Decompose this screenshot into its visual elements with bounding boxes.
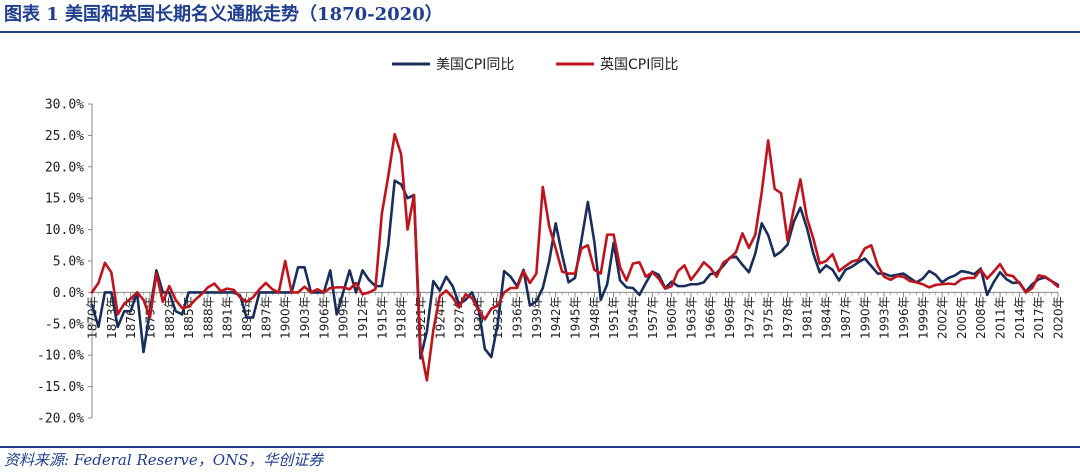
- x-tick-label: 1939年: [530, 296, 544, 339]
- x-tick-label: 1909年: [337, 296, 351, 339]
- x-tick-label: 1969年: [723, 296, 737, 339]
- x-tick-label: 1912年: [356, 296, 370, 339]
- x-tick-label: 1945年: [569, 296, 583, 339]
- y-tick-label: 25.0%: [45, 129, 84, 144]
- title-rule: [0, 31, 1080, 33]
- x-tick-label: 1981年: [800, 296, 814, 339]
- y-tick-label: -20.0%: [37, 412, 84, 427]
- x-tick-label: 1906年: [317, 296, 331, 339]
- y-tick-label: -10.0%: [37, 349, 84, 364]
- x-tick-label: 1936年: [511, 296, 525, 339]
- x-tick-label: 1963年: [684, 296, 698, 339]
- x-tick-label: 1915年: [375, 296, 389, 339]
- x-tick-label: 1948年: [588, 296, 602, 339]
- axes: 30.0% 25.0% 20.0% 15.0% 10.0% 5.0% 0.0% -5.0% -1…: [37, 98, 1065, 427]
- y-tick-label: 10.0%: [45, 223, 84, 238]
- y-tick-label: 5.0%: [53, 255, 84, 270]
- x-tick-label: 1978年: [781, 296, 795, 339]
- y-tick-label: 0.0%: [53, 286, 84, 301]
- bottom-rule: [0, 446, 1080, 448]
- x-tick-label: 1891年: [221, 296, 235, 339]
- x-tick-label: 1960年: [665, 296, 679, 339]
- x-tick-label: 1999年: [916, 296, 930, 339]
- figure-title: 图表 1 美国和英国长期名义通胀走势（1870-2020）: [4, 4, 443, 25]
- x-tick-label: 1927年: [453, 296, 467, 339]
- x-tick-label: 2014年: [1013, 296, 1027, 339]
- x-tick-label: 1882年: [163, 296, 177, 339]
- y-tick-label: -15.0%: [37, 380, 84, 395]
- y-tick-label: 30.0%: [45, 98, 84, 113]
- x-tick-label: 1918年: [395, 296, 409, 339]
- y-tick-label: 15.0%: [45, 192, 84, 207]
- x-tick-label: 1987年: [839, 296, 853, 339]
- legend: 美国CPI同比 英国CPI同比: [392, 56, 678, 73]
- series-layer: [90, 132, 1060, 382]
- x-tick-label: 1993年: [878, 296, 892, 339]
- x-tick-label: 1897年: [259, 296, 273, 339]
- x-tick-label: 2008年: [974, 296, 988, 339]
- x-tick-label: 1870年: [86, 296, 100, 339]
- y-tick-label: -5.0%: [45, 317, 84, 332]
- x-tick-label: 2017年: [1032, 296, 1046, 339]
- us-legend-label: 美国CPI同比: [436, 57, 514, 73]
- x-tick-label: 1900年: [279, 296, 293, 339]
- x-tick-label: 1972年: [742, 296, 756, 339]
- uk-legend-label: 英国CPI同比: [600, 56, 678, 73]
- x-tick-label: 1990年: [858, 296, 872, 339]
- x-tick-label: 1942年: [549, 296, 563, 339]
- x-tick-label: 1951年: [607, 296, 621, 339]
- source-note: 资料来源: Federal Reserve，ONS，华创证券: [4, 451, 324, 469]
- x-tick-label: 1966年: [704, 296, 718, 339]
- x-tick-label: 2002年: [936, 296, 950, 339]
- x-tick-label: 1876年: [124, 296, 138, 339]
- x-tick-label: 1903年: [298, 296, 312, 339]
- x-tick-label: 1957年: [646, 296, 660, 339]
- inflation-chart: 30.0% 25.0% 20.0% 15.0% 10.0% 5.0% 0.0% -5.0% -1…: [37, 56, 1065, 427]
- x-tick-label: 1975年: [762, 296, 776, 339]
- x-tick-label: 2005年: [955, 296, 969, 339]
- x-tick-label: 1954年: [626, 296, 640, 339]
- x-tick-label: 2020年: [1052, 296, 1066, 339]
- x-tick-label: 1888年: [201, 296, 215, 339]
- x-tick-label: 1996年: [897, 296, 911, 339]
- y-tick-label: 20.0%: [45, 160, 84, 175]
- x-tick-label: 2011年: [994, 296, 1008, 339]
- uk-cpi-line: [90, 132, 1060, 382]
- x-tick-label: 1984年: [820, 296, 834, 339]
